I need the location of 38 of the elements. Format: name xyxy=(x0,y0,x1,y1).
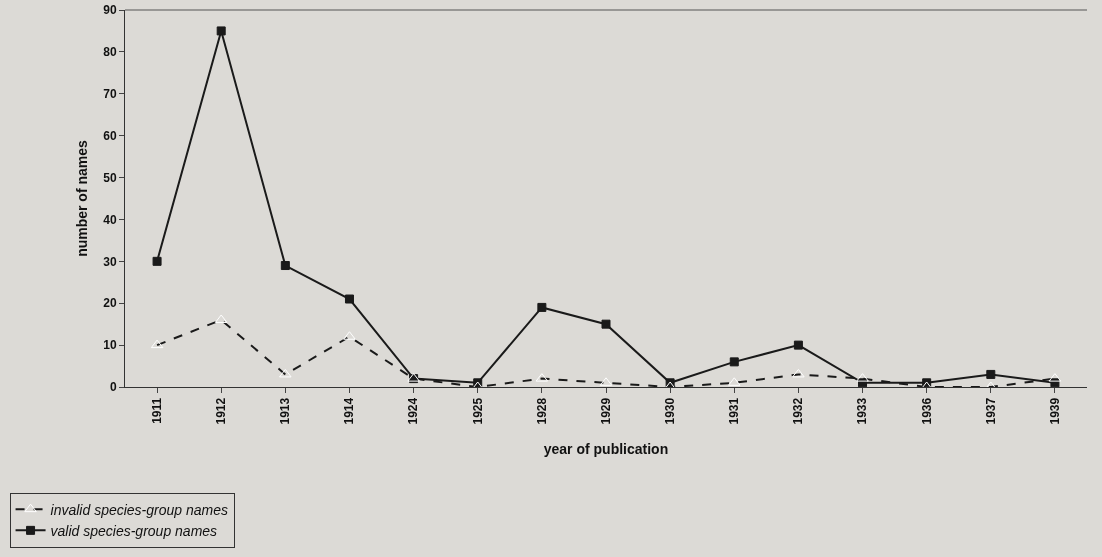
y-axis-title: number of names xyxy=(74,139,90,257)
x-tick-label: 1931 xyxy=(727,397,742,425)
point xyxy=(729,357,739,367)
point xyxy=(216,26,226,36)
point xyxy=(152,256,162,266)
x-tick-label: 1932 xyxy=(791,397,806,425)
point xyxy=(601,319,611,329)
x-tick-label: 1933 xyxy=(855,397,870,425)
x-axis-title: year of publication xyxy=(543,440,669,457)
y-tick-label: 50 xyxy=(103,170,117,185)
x-tick-label: 1937 xyxy=(983,397,998,425)
x-tick-label: 1929 xyxy=(598,397,613,425)
x-tick-label: 1914 xyxy=(342,397,357,425)
x-tick-label: 1924 xyxy=(406,397,421,425)
y-tick-label: 0 xyxy=(109,380,117,395)
y-tick-label: 80 xyxy=(103,45,117,60)
y-tick-label: 10 xyxy=(103,338,117,353)
y-tick-label: 70 xyxy=(103,86,117,101)
point xyxy=(537,302,547,312)
x-tick-label: 1939 xyxy=(1047,397,1062,425)
legend-label: invalid species-group names xyxy=(50,501,228,518)
y-tick-label: 90 xyxy=(103,3,117,18)
y-tick-label: 30 xyxy=(103,254,117,269)
y-tick-label: 40 xyxy=(103,212,117,227)
x-tick-label: 1925 xyxy=(470,397,485,425)
y-tick-label: 60 xyxy=(103,128,117,143)
x-tick-label: 1911 xyxy=(149,397,164,424)
legend-label: valid species-group names xyxy=(50,522,218,539)
point xyxy=(344,294,354,304)
x-tick-label: 1936 xyxy=(919,397,934,425)
x-tick-label: 1930 xyxy=(663,397,678,425)
point xyxy=(986,369,996,379)
y-tick-label: 20 xyxy=(103,296,117,311)
point xyxy=(280,261,290,271)
x-tick-label: 1912 xyxy=(214,397,229,425)
point xyxy=(793,340,803,350)
x-tick-label: 1928 xyxy=(534,397,549,425)
x-tick-label: 1913 xyxy=(278,397,293,425)
